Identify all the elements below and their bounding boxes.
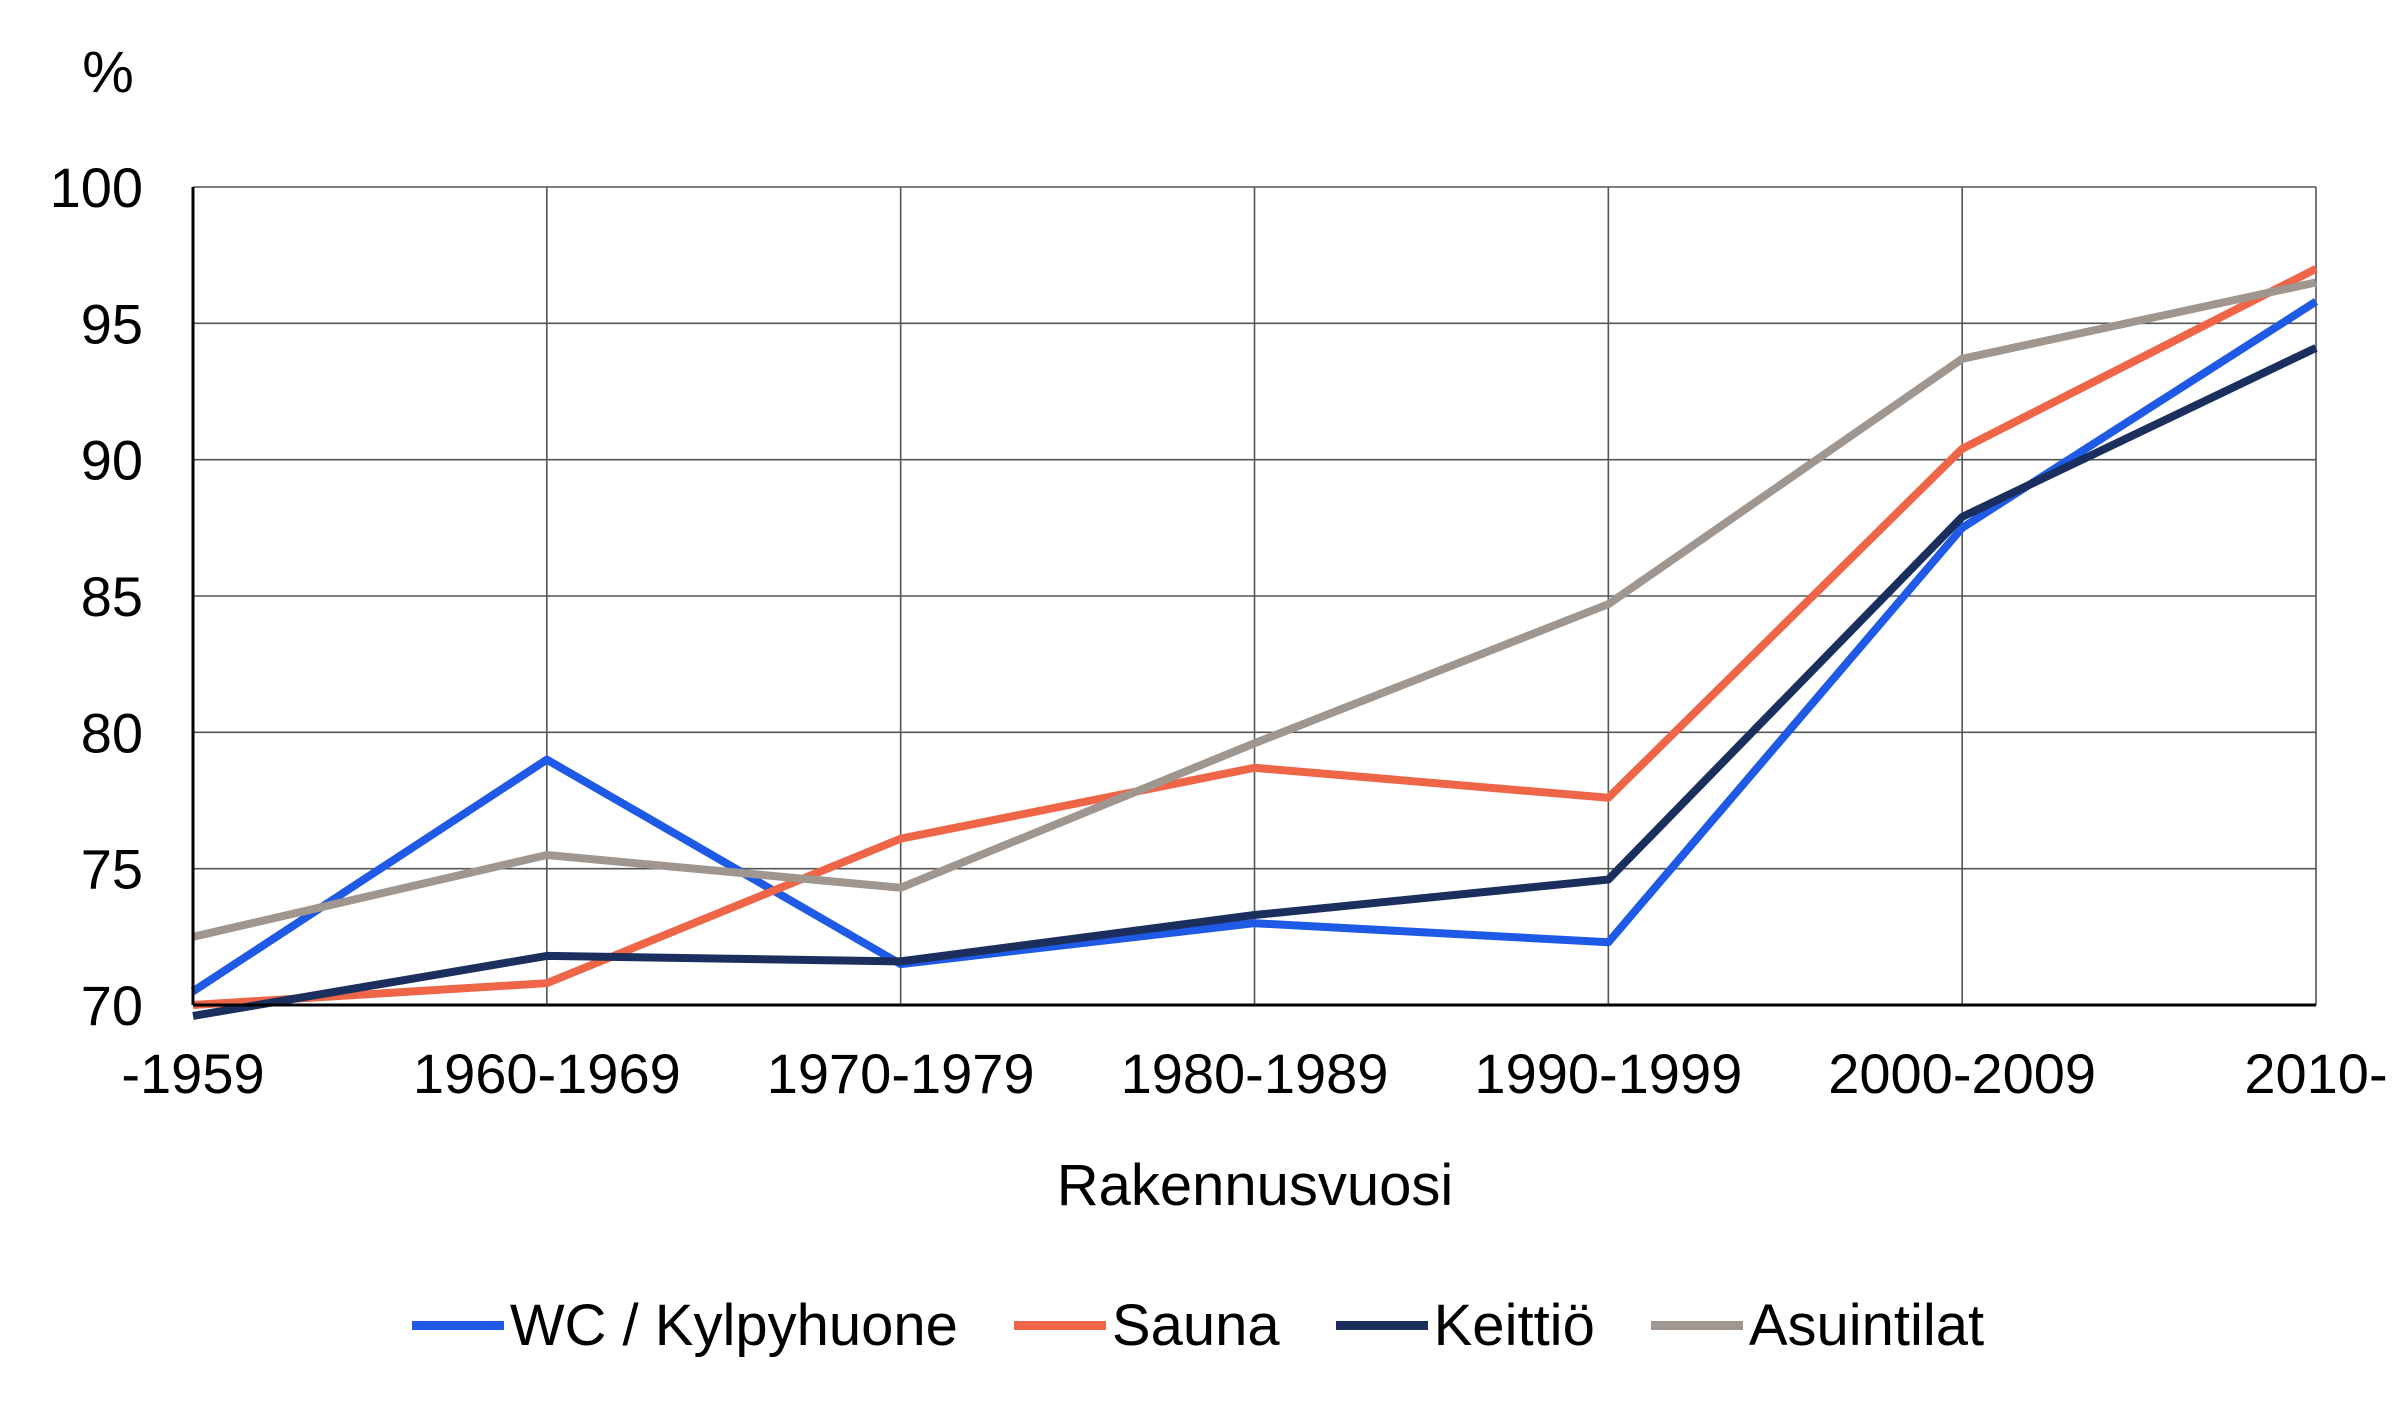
legend-label: Asuintilat [1748, 1292, 1985, 1358]
legend-item: Sauna [1013, 1292, 1280, 1359]
y-tick-labels: 70 75 80 85 90 95 100 [50, 156, 143, 1037]
y-tick-label: 80 [81, 701, 143, 764]
legend-swatch [1335, 1320, 1428, 1330]
gridlines [193, 186, 2317, 1006]
y-tick-label: 70 [81, 974, 143, 1037]
x-tick-label: -1959 [121, 1042, 264, 1105]
legend-swatch [1650, 1320, 1743, 1330]
legend-label: Sauna [1111, 1292, 1280, 1358]
y-tick-label: 85 [81, 565, 143, 628]
legend-item: WC / Kylpyhuone [411, 1292, 958, 1359]
x-tick-label: 2000-2009 [1828, 1042, 2096, 1105]
x-tick-label: 1980-1989 [1121, 1042, 1389, 1105]
legend-item: Asuintilat [1650, 1292, 1985, 1359]
x-tick-label: 1970-1979 [767, 1042, 1035, 1105]
x-tick-labels: -1959 1960-1969 1970-1979 1980-1989 1990-199… [121, 1042, 2387, 1105]
series-line-wc-kylpyhuone [190, 298, 2319, 995]
y-tick-label: 90 [81, 429, 143, 492]
legend-label: Keittiö [1433, 1292, 1595, 1358]
series-lines [190, 265, 2319, 1020]
x-axis-label: Rakennusvuosi [1057, 1153, 1454, 1218]
x-tick-label: 1960-1969 [413, 1042, 681, 1105]
y-tick-label: 75 [81, 838, 143, 901]
y-tick-label: 95 [81, 292, 143, 355]
series-line-keitti [192, 344, 2318, 1020]
line-chart: 70 75 80 85 90 95 100 -1959 1960-1969 1970-1979 1… [50, 40, 2388, 1218]
legend-swatch [411, 1320, 504, 1330]
y-tick-label: 100 [50, 156, 143, 219]
legend-item: Keittiö [1335, 1292, 1595, 1359]
x-tick-label: 1990-1999 [1474, 1042, 1742, 1105]
x-tick-label: 2010- [2244, 1042, 2387, 1105]
axes [191, 187, 2316, 1007]
legend-swatch [1013, 1320, 1106, 1330]
y-axis-label: % [82, 40, 134, 105]
legend-label: WC / Kylpyhuone [509, 1292, 958, 1358]
legend: WC / Kylpyhuone Sauna Keittiö Asuintilat [0, 1280, 2396, 1370]
series-line-sauna [192, 265, 2318, 1009]
series-line-asuintilat [192, 278, 2317, 941]
